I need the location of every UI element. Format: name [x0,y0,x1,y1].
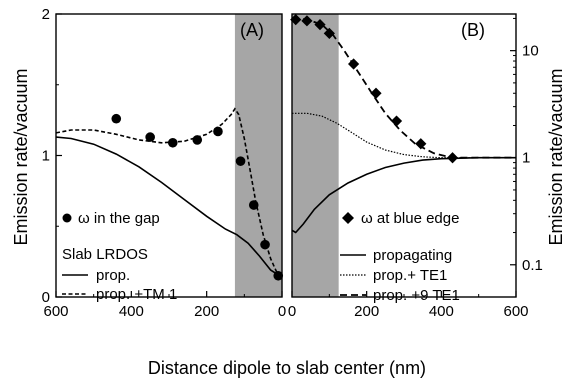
x-tick-label: 400 [429,303,454,320]
panel-a-label: (A) [240,20,264,40]
y-tick-label: 0 [42,289,50,306]
panel-a-series-layer [56,107,282,278]
legend-label-prop: prop. [96,267,130,284]
panel-a-legend: ω in the gap Slab LRDOS prop. prop. +TM … [62,210,177,303]
x-tick-label: 200 [354,303,379,320]
legend-marker-diamond [342,212,354,224]
legend-marker-circle [62,213,72,223]
panel-b-legend: ω at blue edge propagating prop.+ TE1 pr… [340,210,460,304]
legend-label-prop-tm1: prop. +TM 1 [96,286,177,303]
panel-b-ticks: 0 200 400 600 0.1 1 10 [288,17,543,320]
panel-a-marker-5 [235,156,246,166]
panel-b-marker-4 [348,58,360,70]
legend-title: Slab LRDOS [62,246,148,263]
y-tick-label: 1 [42,148,50,165]
panel-b: 0 200 400 600 0.1 1 10 (B) ω at blue edge prop… [288,13,543,320]
panel-b-marker-6 [390,115,403,127]
x-tick-label: 600 [503,303,528,320]
legend-label-prop-9te1: prop. +9 TE1 [373,287,460,304]
panel-a-series-solid [56,136,282,278]
panel-b-marker-3 [323,27,335,39]
panel-a-shaded-region [234,14,282,297]
panel-b-shaded-region [292,14,339,297]
y-axis-label-right: Emission rate/vacuum [546,68,566,245]
y-tick-label: 1 [522,150,530,167]
panel-a-marker-1 [145,132,155,142]
y-axis-label-left: Emission rate/vacuum [11,68,31,245]
panel-a-series-dashed [56,107,282,277]
panel-a: 600 400 200 0 0 1 2 (A) ω in the gap Slab LRDO… [42,6,287,320]
panel-b-marker-8 [446,152,459,164]
panel-a-marker-4 [213,126,223,137]
legend-marker-label: ω in the gap [78,210,160,227]
panel-a-marker-2 [167,137,178,148]
y-tick-label: 10 [522,43,539,60]
panel-a-ticks: 600 400 200 0 0 1 2 [42,6,287,320]
panel-b-label: (B) [461,20,485,40]
panel-a-marker-3 [192,135,203,145]
panel-a-marker-6 [248,200,259,210]
panel-b-marker-5 [370,87,382,99]
panel-a-marker-8 [273,270,284,281]
x-tick-label: 400 [119,303,144,320]
x-tick-label: 200 [194,303,219,320]
x-tick-label: 0 [278,303,286,320]
legend-label-propagating: propagating [373,247,452,264]
legend-label-prop-te1: prop.+ TE1 [373,267,447,284]
panel-b-marker-1 [301,15,313,27]
panel-b-series-dotted [292,112,516,159]
panel-a-marker-0 [111,113,122,124]
panel-b-marker-2 [314,19,326,31]
panel-a-markers [111,113,284,281]
x-tick-label: 600 [43,303,68,320]
panel-a-marker-7 [260,239,270,250]
panel-b-marker-7 [415,138,427,150]
x-tick-label: 0 [288,303,296,320]
legend-marker-label: ω at blue edge [361,210,459,227]
y-tick-label: 0.1 [522,257,543,274]
panel-b-marker-0 [290,14,302,26]
x-axis-label: Distance dipole to slab center (nm) [148,358,426,378]
panel-b-markers [290,14,459,164]
y-tick-label: 2 [42,6,50,23]
